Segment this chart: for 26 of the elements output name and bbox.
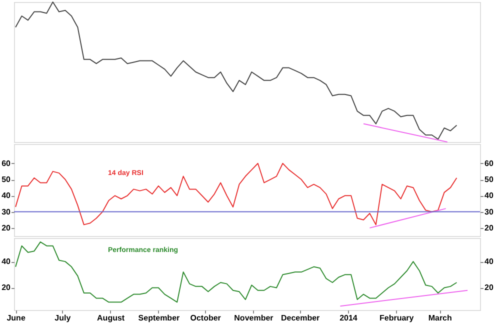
y-tick-label: 20: [2, 223, 12, 232]
y2-tick-label: 30: [484, 207, 494, 216]
y2-tick-label: 40: [484, 191, 494, 200]
y2-tick-label: 20: [484, 223, 494, 232]
line-series: [15, 162, 458, 226]
x-tick-label: December: [280, 314, 320, 322]
y-tick-label: 20: [2, 283, 12, 292]
x-tick-label: June: [6, 314, 26, 322]
line-series: [15, 241, 458, 303]
y-tick-label: 40: [2, 191, 12, 200]
y2-tick-label: 60: [484, 158, 494, 168]
y2-tick-label: 20: [484, 283, 494, 292]
x-tick-label: August: [97, 314, 125, 322]
x-tick-label: November: [234, 314, 274, 322]
x-tick-label: October: [190, 314, 221, 322]
y-tick-label: 30: [2, 207, 12, 216]
y2-tick-label: 50: [484, 175, 494, 184]
x-tick-label: 2014: [340, 314, 358, 322]
y-tick-label: 50: [2, 175, 12, 184]
x-tick-label: March: [428, 314, 452, 322]
y2-tick-label: 40: [484, 257, 494, 266]
x-tick-label: July: [54, 314, 72, 322]
y-tick-label: 40: [2, 257, 12, 266]
y-tick-label: 60: [2, 158, 12, 168]
x-tick-label: September: [138, 314, 180, 322]
x-tick-label: February: [380, 314, 414, 322]
